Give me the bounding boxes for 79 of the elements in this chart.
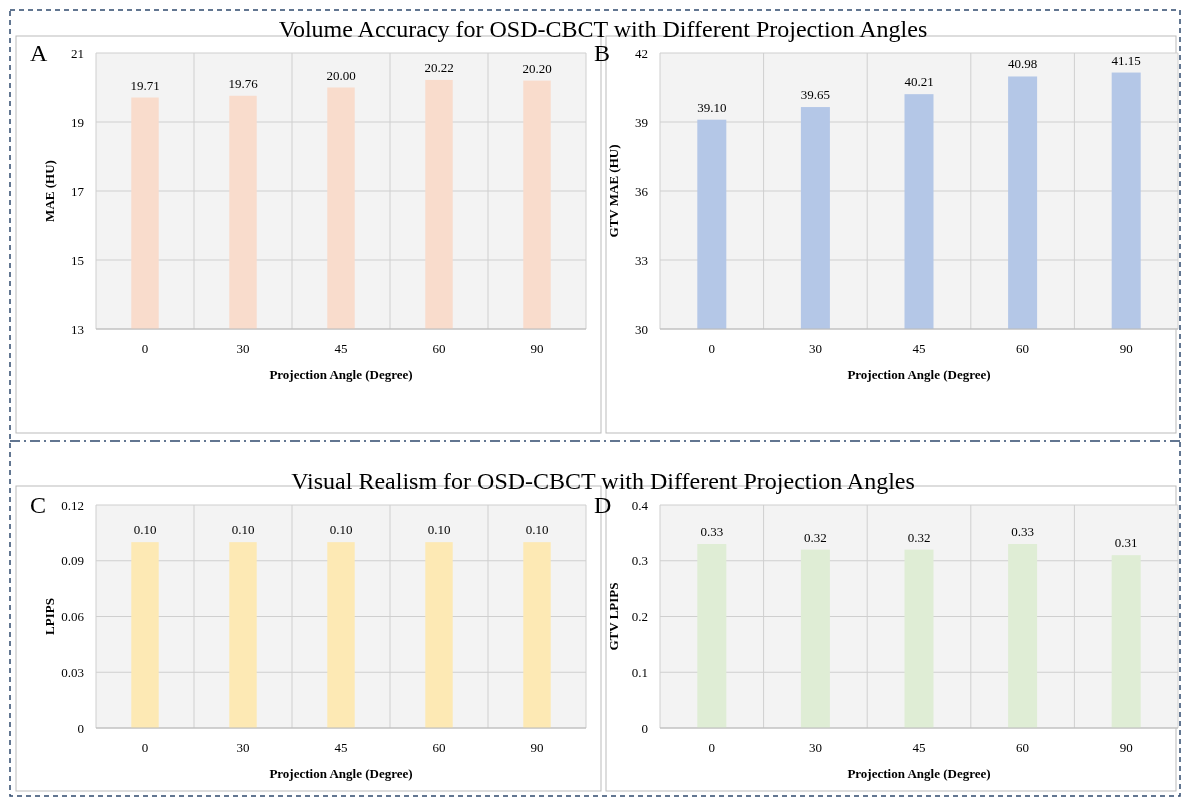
y-axis-title: GTV LPIPS [606,582,621,651]
y-axis-title: MAE (HU) [42,160,57,222]
y-tick-label: 0 [641,720,648,736]
y-tick-label: 0.3 [631,553,648,569]
x-tick-label: 0 [141,740,149,755]
x-tick-label: 30 [236,740,250,755]
x-tick-label: 0 [708,341,716,356]
y-tick-label: 39 [635,114,648,130]
data-label: 39.65 [800,87,831,103]
data-label: 19.76 [228,75,259,91]
data-label: 0.33 [1011,524,1034,540]
bar [697,544,727,728]
y-tick-label: 30 [635,321,648,337]
data-label: 20.00 [326,67,356,83]
bar [1008,544,1038,728]
data-label: 0.33 [700,524,724,540]
x-axis-title: Projection Angle (Degree) [847,367,991,382]
x-tick-label: 60 [432,341,446,356]
y-tick-label: 0 [77,720,84,736]
data-label: 0.32 [804,529,827,545]
data-label: 0.10 [525,522,549,538]
y-tick-label: 19 [71,114,84,130]
x-axis-title: Projection Angle (Degree) [847,766,991,781]
y-tick-label: 17 [71,183,85,199]
chart-title: Visual Realism for OSD-CBCT with Different Projection Angles [291,468,915,494]
x-tick-label: 90 [530,740,544,755]
x-tick-label: 90 [1119,740,1133,755]
x-tick-label: 60 [432,740,446,755]
data-label: 0.10 [133,522,157,538]
data-label: 0.31 [1114,535,1138,551]
x-tick-label: 30 [808,341,822,356]
x-tick-label: 90 [530,341,544,356]
text: C [30,492,47,518]
x-tick-label: 0 [708,740,716,755]
x-tick-label: 30 [808,740,822,755]
bar [1111,555,1141,728]
data-label: 41.15 [1111,52,1141,68]
x-tick-label: 0 [141,341,149,356]
y-axis-title: LPIPS [42,598,57,635]
y-tick-label: 15 [71,252,84,268]
y-tick-label: 36 [635,183,649,199]
bar [800,549,830,728]
x-tick-label: 45 [912,740,926,755]
data-label: 20.20 [522,60,552,76]
y-tick-label: 0.1 [631,664,648,680]
y-axis-title: GTV MAE (HU) [606,144,621,238]
text: A [30,40,48,66]
x-axis-title: Projection Angle (Degree) [269,367,413,382]
y-tick-label: 0.06 [61,609,85,625]
y-tick-label: 0.2 [631,609,648,625]
text: B [594,40,611,66]
data-label: 20.22 [424,59,454,75]
y-tick-label: 0.12 [61,497,84,513]
x-tick-label: 45 [334,740,348,755]
data-label: 0.10 [231,522,255,538]
x-tick-label: 90 [1119,341,1133,356]
y-tick-label: 21 [71,45,84,61]
y-tick-label: 0.03 [61,664,84,680]
x-tick-label: 60 [1016,740,1030,755]
x-tick-label: 45 [912,341,926,356]
data-label: 39.10 [697,99,727,115]
y-tick-label: 0.09 [61,553,84,569]
data-label: 0.10 [427,522,451,538]
data-label: 0.10 [329,522,353,538]
bar [904,549,934,728]
text: D [594,492,612,518]
y-tick-label: 13 [71,321,84,337]
y-tick-label: 42 [635,45,648,61]
chart-title: Volume Accuracy for OSD-CBCT with Different Projection Angles [278,16,928,42]
data-label: 40.21 [904,74,934,90]
y-tick-label: 33 [635,252,648,268]
y-tick-label: 0.4 [631,497,649,513]
data-label: 0.32 [907,529,931,545]
data-label: 40.98 [1007,56,1038,72]
x-tick-label: 30 [236,341,250,356]
x-axis-title: Projection Angle (Degree) [269,766,413,781]
x-tick-label: 60 [1016,341,1030,356]
x-tick-label: 45 [334,341,348,356]
data-label: 19.71 [130,77,160,93]
